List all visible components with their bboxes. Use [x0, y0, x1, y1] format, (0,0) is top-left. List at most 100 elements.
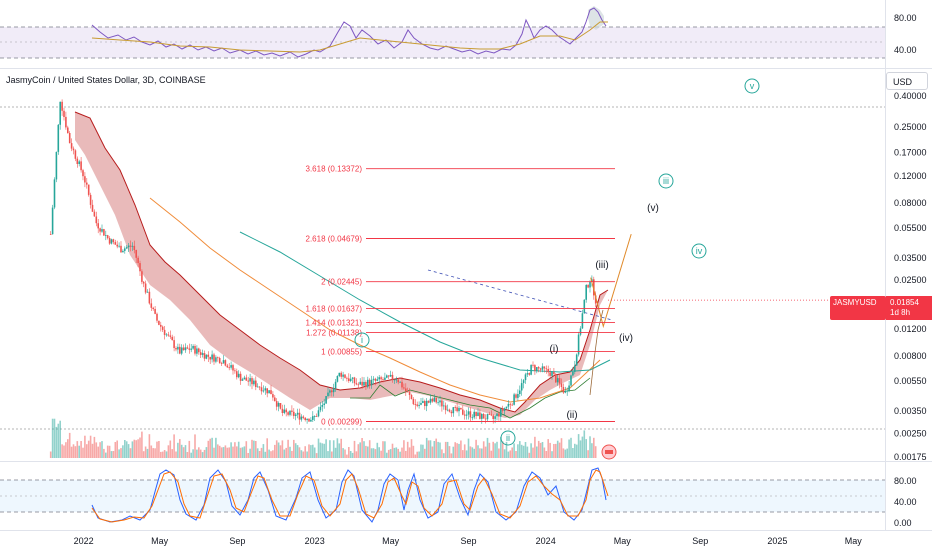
candle-body — [315, 416, 318, 417]
volume-bar — [131, 441, 134, 458]
candle-body — [53, 179, 56, 208]
candle-body — [182, 347, 185, 351]
candle-body — [566, 390, 568, 392]
candle-body — [477, 412, 479, 416]
candle-body — [486, 414, 489, 420]
price-axis-label: 0.08000 — [894, 198, 927, 208]
fib-label: 0 (0.00299) — [321, 418, 362, 427]
volume-bar — [228, 447, 230, 458]
volume-bar — [272, 450, 274, 458]
volume-bar — [444, 441, 447, 458]
wave-labels: v iii iv i ii (i) (ii) (iii) (iv) (v) — [354, 78, 760, 446]
candle-body — [446, 409, 449, 411]
candle-body — [553, 371, 555, 375]
candle-body — [386, 375, 388, 378]
candle-body — [251, 378, 253, 385]
candle-body — [372, 378, 375, 380]
candle-body — [503, 408, 506, 411]
candle-body — [517, 394, 519, 398]
volume-bar — [448, 446, 451, 458]
volume-bar — [293, 439, 295, 458]
last-price-tag: JASMYUSD — [830, 296, 886, 320]
volume-bar — [213, 447, 215, 458]
time-axis-label: Sep — [229, 536, 245, 546]
candle-body — [285, 409, 287, 413]
last-price-axis-tag: 0.01854 1d 8h — [886, 296, 932, 320]
volume-bar — [363, 441, 365, 458]
candle-body — [215, 357, 217, 362]
volume-bar — [203, 449, 206, 458]
candle-body — [192, 346, 194, 349]
candle-body — [228, 367, 230, 369]
candle-body — [389, 374, 392, 377]
volume-bar — [349, 451, 352, 458]
volume-bar — [224, 445, 227, 458]
candle-body — [456, 407, 458, 412]
volume-bar — [323, 443, 325, 458]
volume-bar — [230, 442, 232, 458]
volume-bar — [585, 439, 587, 458]
candle-body — [332, 388, 335, 393]
candle-body — [260, 387, 263, 392]
candle-body — [198, 348, 200, 353]
volume-bar — [547, 439, 549, 458]
volume-bar — [275, 440, 278, 458]
candle-body — [55, 151, 58, 180]
trend-ribbon — [75, 112, 608, 418]
candle-body — [186, 347, 189, 349]
volume-bar — [144, 446, 147, 458]
candle-body — [359, 381, 361, 385]
candle-body — [558, 378, 561, 384]
candle-body — [319, 406, 322, 411]
candle-body — [473, 411, 475, 418]
volume-bar — [86, 444, 88, 458]
wave-label-sub-i: (i) — [550, 344, 559, 355]
wave-label-sub-v: (v) — [647, 203, 659, 214]
volume-bar — [446, 441, 449, 458]
volume-bar — [418, 451, 420, 458]
volume-bar — [179, 439, 181, 458]
candle-body — [80, 161, 82, 171]
volume-bar — [454, 442, 456, 458]
volume-bar — [266, 438, 268, 458]
candle-body — [302, 416, 305, 418]
candle-body — [201, 353, 204, 355]
price-axis-label: 0.00550 — [894, 376, 927, 386]
volume-bar — [87, 440, 90, 458]
candle-body — [91, 204, 94, 212]
stoch-band — [0, 480, 885, 512]
candle-body — [188, 348, 191, 350]
volume-bar — [490, 450, 493, 458]
candle-body — [465, 414, 468, 416]
volume-bar — [395, 447, 398, 458]
candle-body — [365, 382, 367, 387]
stoch-axis-label: 40.00 — [894, 497, 917, 507]
volume-bar — [486, 437, 489, 458]
volume-bar — [277, 442, 280, 458]
dashed-trendline — [427, 269, 613, 321]
candle-body — [224, 360, 227, 366]
wave-iii-circle — [658, 173, 674, 189]
volume-bar — [199, 449, 202, 458]
volume-bar — [414, 454, 417, 458]
volume-bar — [435, 438, 437, 458]
volume-bar — [152, 448, 154, 458]
candle-body — [427, 400, 430, 403]
candle-body — [112, 239, 115, 243]
volume-bar — [70, 446, 73, 458]
currency-selector[interactable]: USD — [886, 72, 928, 90]
candle-body — [106, 235, 109, 239]
ribbon-lower — [350, 377, 591, 419]
volume-bar — [348, 447, 350, 458]
price-axis: 0.40000 0.25000 0.17000 0.12000 0.08000 0.055… — [894, 91, 927, 462]
candle-body — [118, 245, 120, 247]
volume-bar — [158, 441, 160, 458]
volume-bar — [110, 451, 113, 458]
channel-lower — [589, 309, 604, 396]
candle-body — [511, 404, 513, 406]
candle-body — [266, 388, 268, 394]
candle-body — [519, 390, 521, 394]
volume-bar — [501, 441, 504, 458]
volume-bar — [294, 443, 297, 458]
